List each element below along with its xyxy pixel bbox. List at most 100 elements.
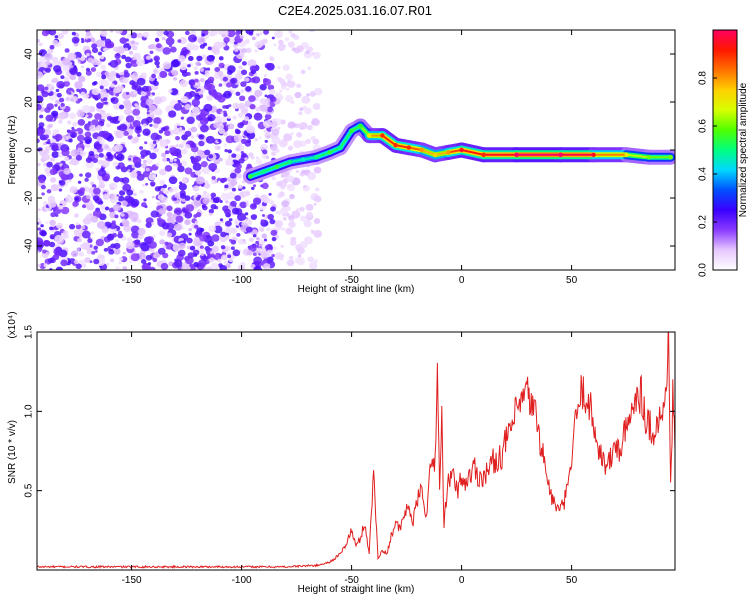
noise-blob bbox=[43, 201, 48, 206]
noise-blob bbox=[254, 49, 258, 53]
noise-blob bbox=[76, 109, 85, 118]
noise-blob bbox=[146, 111, 150, 115]
noise-blob bbox=[187, 64, 191, 68]
noise-blob bbox=[72, 200, 79, 207]
noise-blob bbox=[192, 185, 200, 192]
ridge-segment bbox=[447, 149, 463, 154]
noise-blob bbox=[190, 126, 198, 133]
noise-blob bbox=[84, 142, 91, 148]
noise-blob bbox=[109, 258, 115, 263]
noise-blob bbox=[225, 157, 235, 166]
noise-blob bbox=[167, 89, 173, 94]
bottom-y-axis-label: SNR (10 * v/v) bbox=[7, 420, 18, 484]
noise-blob bbox=[151, 222, 155, 226]
noise-blob bbox=[90, 67, 97, 72]
noise-blob bbox=[71, 31, 76, 36]
noise-blob bbox=[255, 106, 261, 112]
noise-blob bbox=[154, 108, 163, 116]
noise-blob bbox=[91, 251, 96, 255]
noise-blob bbox=[246, 249, 253, 256]
noise-blob bbox=[173, 197, 178, 201]
noise-blob bbox=[153, 80, 159, 87]
noise-blob bbox=[37, 263, 41, 267]
noise-blob bbox=[128, 50, 134, 55]
top-y-tick-label: 40 bbox=[24, 48, 35, 60]
noise-blob bbox=[113, 242, 121, 250]
noise-blob bbox=[39, 114, 44, 119]
noise-blob bbox=[46, 103, 54, 110]
noise-blob bbox=[115, 130, 124, 139]
noise-blob bbox=[171, 70, 179, 77]
noise-blob bbox=[237, 122, 244, 129]
noise-blob bbox=[289, 193, 295, 200]
noise-blob bbox=[195, 196, 201, 201]
noise-blob bbox=[93, 245, 99, 250]
noise-blob bbox=[119, 37, 127, 44]
frequency-ridge bbox=[242, 118, 675, 184]
noise-blob bbox=[285, 212, 291, 217]
noise-blob bbox=[38, 221, 42, 225]
noise-blob bbox=[263, 30, 270, 35]
noise-blob bbox=[256, 237, 260, 241]
noise-blob bbox=[165, 190, 169, 195]
noise-blob bbox=[60, 233, 67, 240]
noise-blob bbox=[182, 266, 188, 270]
noise-blob bbox=[184, 211, 193, 219]
noise-blob bbox=[60, 259, 68, 267]
noise-blob bbox=[297, 254, 302, 258]
noise-blob bbox=[261, 214, 265, 217]
noise-blob bbox=[104, 71, 110, 77]
noise-blob bbox=[136, 218, 142, 224]
noise-blob bbox=[97, 168, 107, 177]
noise-blob bbox=[228, 239, 233, 242]
noise-blob bbox=[206, 84, 215, 92]
noise-blob bbox=[180, 116, 185, 120]
noise-blob bbox=[145, 167, 150, 172]
noise-blob bbox=[113, 46, 120, 52]
noise-blob bbox=[91, 47, 99, 54]
y-multiplier-label: (x10⁴) bbox=[7, 311, 18, 338]
noise-blob bbox=[122, 251, 126, 255]
noise-blob bbox=[271, 151, 277, 156]
noise-blob bbox=[286, 87, 290, 91]
noise-blob bbox=[201, 33, 206, 37]
noise-blob bbox=[43, 263, 48, 268]
noise-blob bbox=[150, 248, 155, 253]
noise-blob bbox=[185, 204, 195, 212]
noise-blob bbox=[287, 145, 294, 151]
noise-blob bbox=[60, 173, 69, 181]
noise-blob bbox=[282, 64, 290, 71]
noise-blob bbox=[315, 187, 320, 192]
noise-blob bbox=[191, 157, 199, 165]
noise-blob bbox=[51, 110, 59, 117]
ridge-point bbox=[419, 147, 425, 153]
noise-blob bbox=[294, 91, 302, 99]
noise-blob bbox=[220, 178, 226, 184]
noise-blob bbox=[224, 184, 229, 189]
ridge-segment bbox=[625, 153, 650, 159]
noise-blob bbox=[193, 66, 198, 71]
noise-blob bbox=[217, 177, 221, 181]
noise-blob bbox=[198, 134, 205, 140]
noise-blob bbox=[305, 203, 314, 211]
noise-blob bbox=[299, 107, 304, 111]
noise-blob bbox=[84, 172, 92, 178]
noise-blob bbox=[241, 61, 247, 66]
noise-blob bbox=[253, 112, 263, 121]
noise-blob bbox=[273, 43, 277, 47]
noise-blob bbox=[219, 218, 224, 222]
noise-blob bbox=[116, 153, 125, 162]
noise-blob bbox=[82, 217, 92, 225]
noise-blob bbox=[131, 231, 140, 239]
noise-blob bbox=[166, 211, 173, 218]
colorbar-tick-label: 0.0 bbox=[698, 263, 709, 277]
noise-blob bbox=[159, 179, 166, 186]
top-y-tick-label: -40 bbox=[24, 238, 35, 253]
noise-blob bbox=[203, 190, 207, 195]
noise-blob bbox=[190, 135, 195, 139]
noise-blob bbox=[300, 69, 306, 75]
noise-blob bbox=[245, 85, 252, 92]
noise-blob bbox=[262, 121, 268, 126]
noise-blob bbox=[84, 131, 92, 138]
noise-blob bbox=[149, 50, 154, 55]
